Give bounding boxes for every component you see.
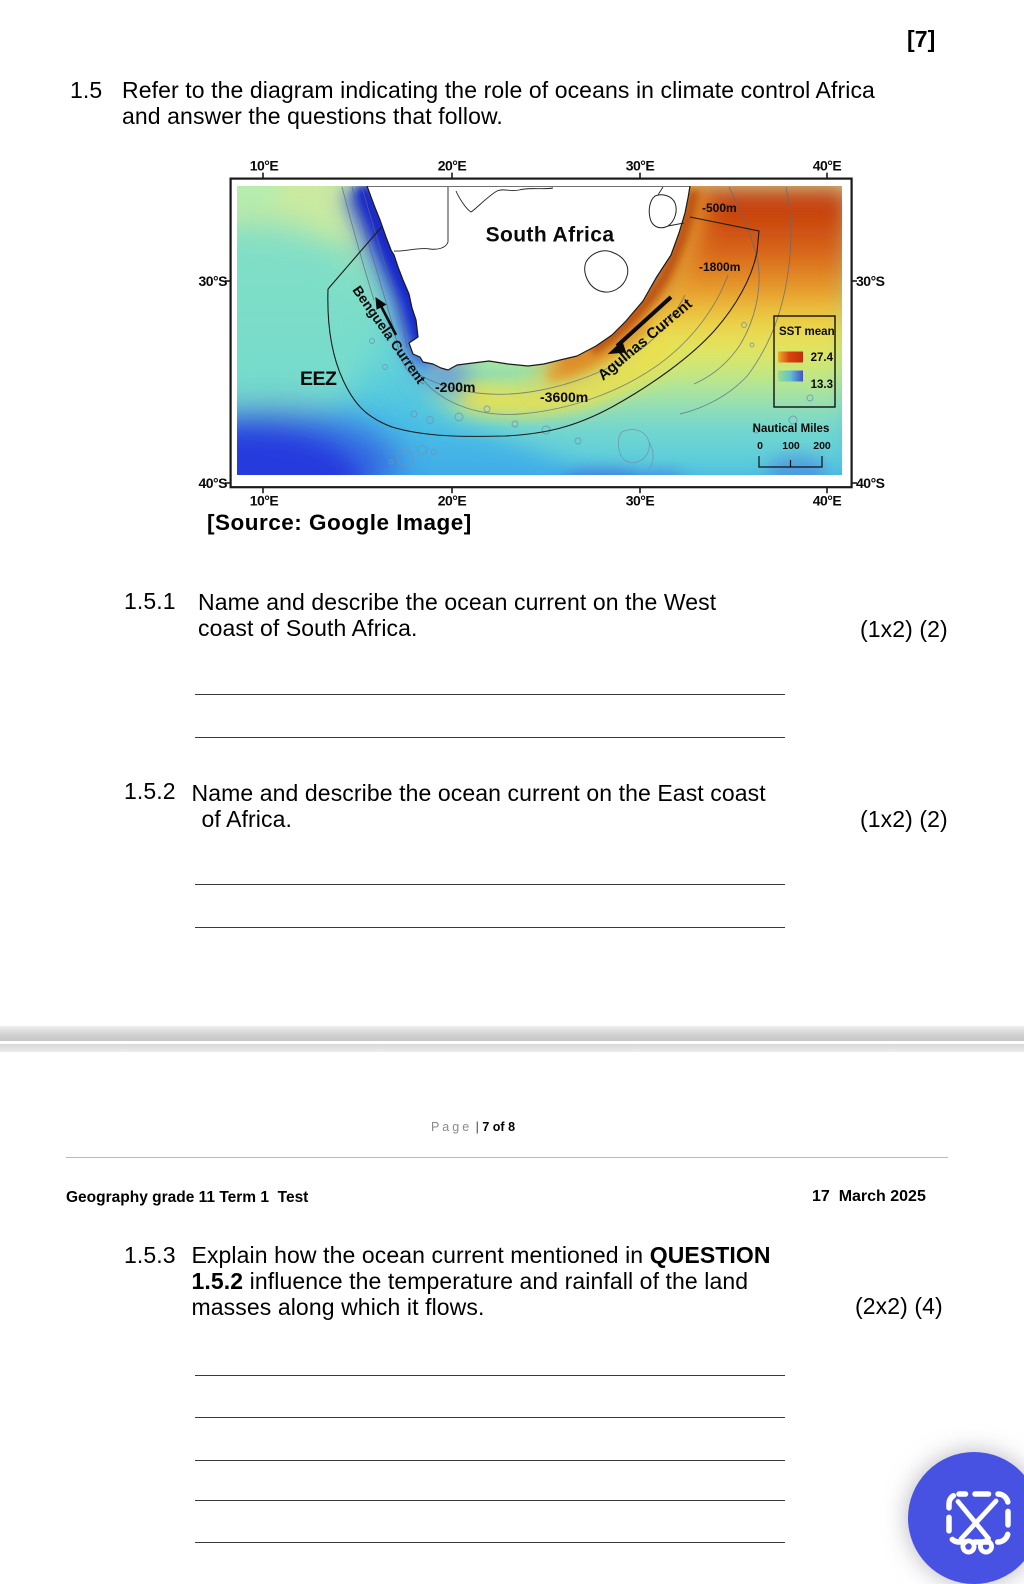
svg-text:100: 100 [782, 440, 800, 452]
svg-text:10°E: 10°E [250, 158, 279, 174]
svg-text:40°E: 40°E [813, 158, 842, 174]
svg-text:20°E: 20°E [438, 158, 467, 174]
svg-text:-500m: -500m [702, 201, 737, 215]
svg-text:40°E: 40°E [813, 493, 842, 509]
svg-text:-200m: -200m [435, 379, 475, 395]
svg-text:30°S: 30°S [856, 273, 885, 289]
svg-text:-1800m: -1800m [699, 260, 740, 274]
svg-text:40°S: 40°S [856, 475, 885, 491]
svg-text:10°E: 10°E [250, 493, 279, 509]
svg-text:Nautical Miles: Nautical Miles [753, 423, 830, 435]
svg-text:0: 0 [757, 440, 763, 452]
svg-text:30°S: 30°S [198, 273, 227, 289]
svg-text:13.3: 13.3 [811, 379, 833, 391]
svg-text:-3600m: -3600m [540, 389, 588, 405]
svg-text:20°E: 20°E [438, 493, 467, 509]
svg-text:30°E: 30°E [626, 493, 655, 509]
svg-text:SST mean: SST mean [779, 326, 835, 338]
svg-text:South Africa: South Africa [486, 224, 615, 247]
svg-text:27.4: 27.4 [811, 352, 834, 364]
svg-text:30°E: 30°E [626, 158, 655, 174]
svg-text:40°S: 40°S [198, 475, 227, 491]
svg-text:200: 200 [813, 440, 831, 452]
svg-text:EEZ: EEZ [300, 368, 337, 390]
